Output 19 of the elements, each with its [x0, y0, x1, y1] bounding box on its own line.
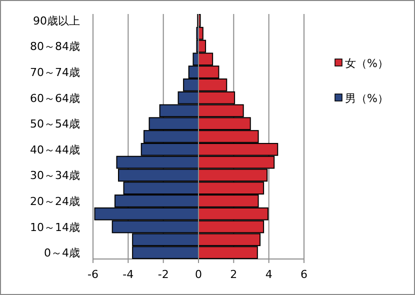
x-tick-label: -2 [158, 268, 169, 281]
y-tick-label: 30～34歳 [30, 169, 80, 182]
y-tick-label: 10～14歳 [30, 220, 80, 234]
y-tick-label: 0～4歳 [44, 246, 80, 260]
x-tick-label: -6 [88, 268, 98, 281]
y-tick-label: 60～64歳 [30, 92, 80, 105]
legend-label: 男（%） [345, 92, 388, 105]
y-tick-label: 50～54歳 [30, 118, 80, 131]
x-tick-label: -4 [122, 268, 134, 281]
y-tick-label: 20～24歳 [30, 194, 80, 208]
x-tick-label: 0 [195, 268, 202, 281]
y-tick-label: 70～74歳 [30, 66, 80, 80]
x-tick-label: 2 [230, 268, 238, 281]
x-tick-label: 6 [300, 268, 308, 281]
y-tick-label: 90歳以上 [33, 14, 80, 28]
y-tick-label: 80～84歳 [30, 40, 80, 54]
x-tick-label: 4 [265, 268, 272, 281]
y-tick-label: 40～44歳 [30, 143, 80, 156]
legend-label: 女（%） [345, 57, 388, 70]
